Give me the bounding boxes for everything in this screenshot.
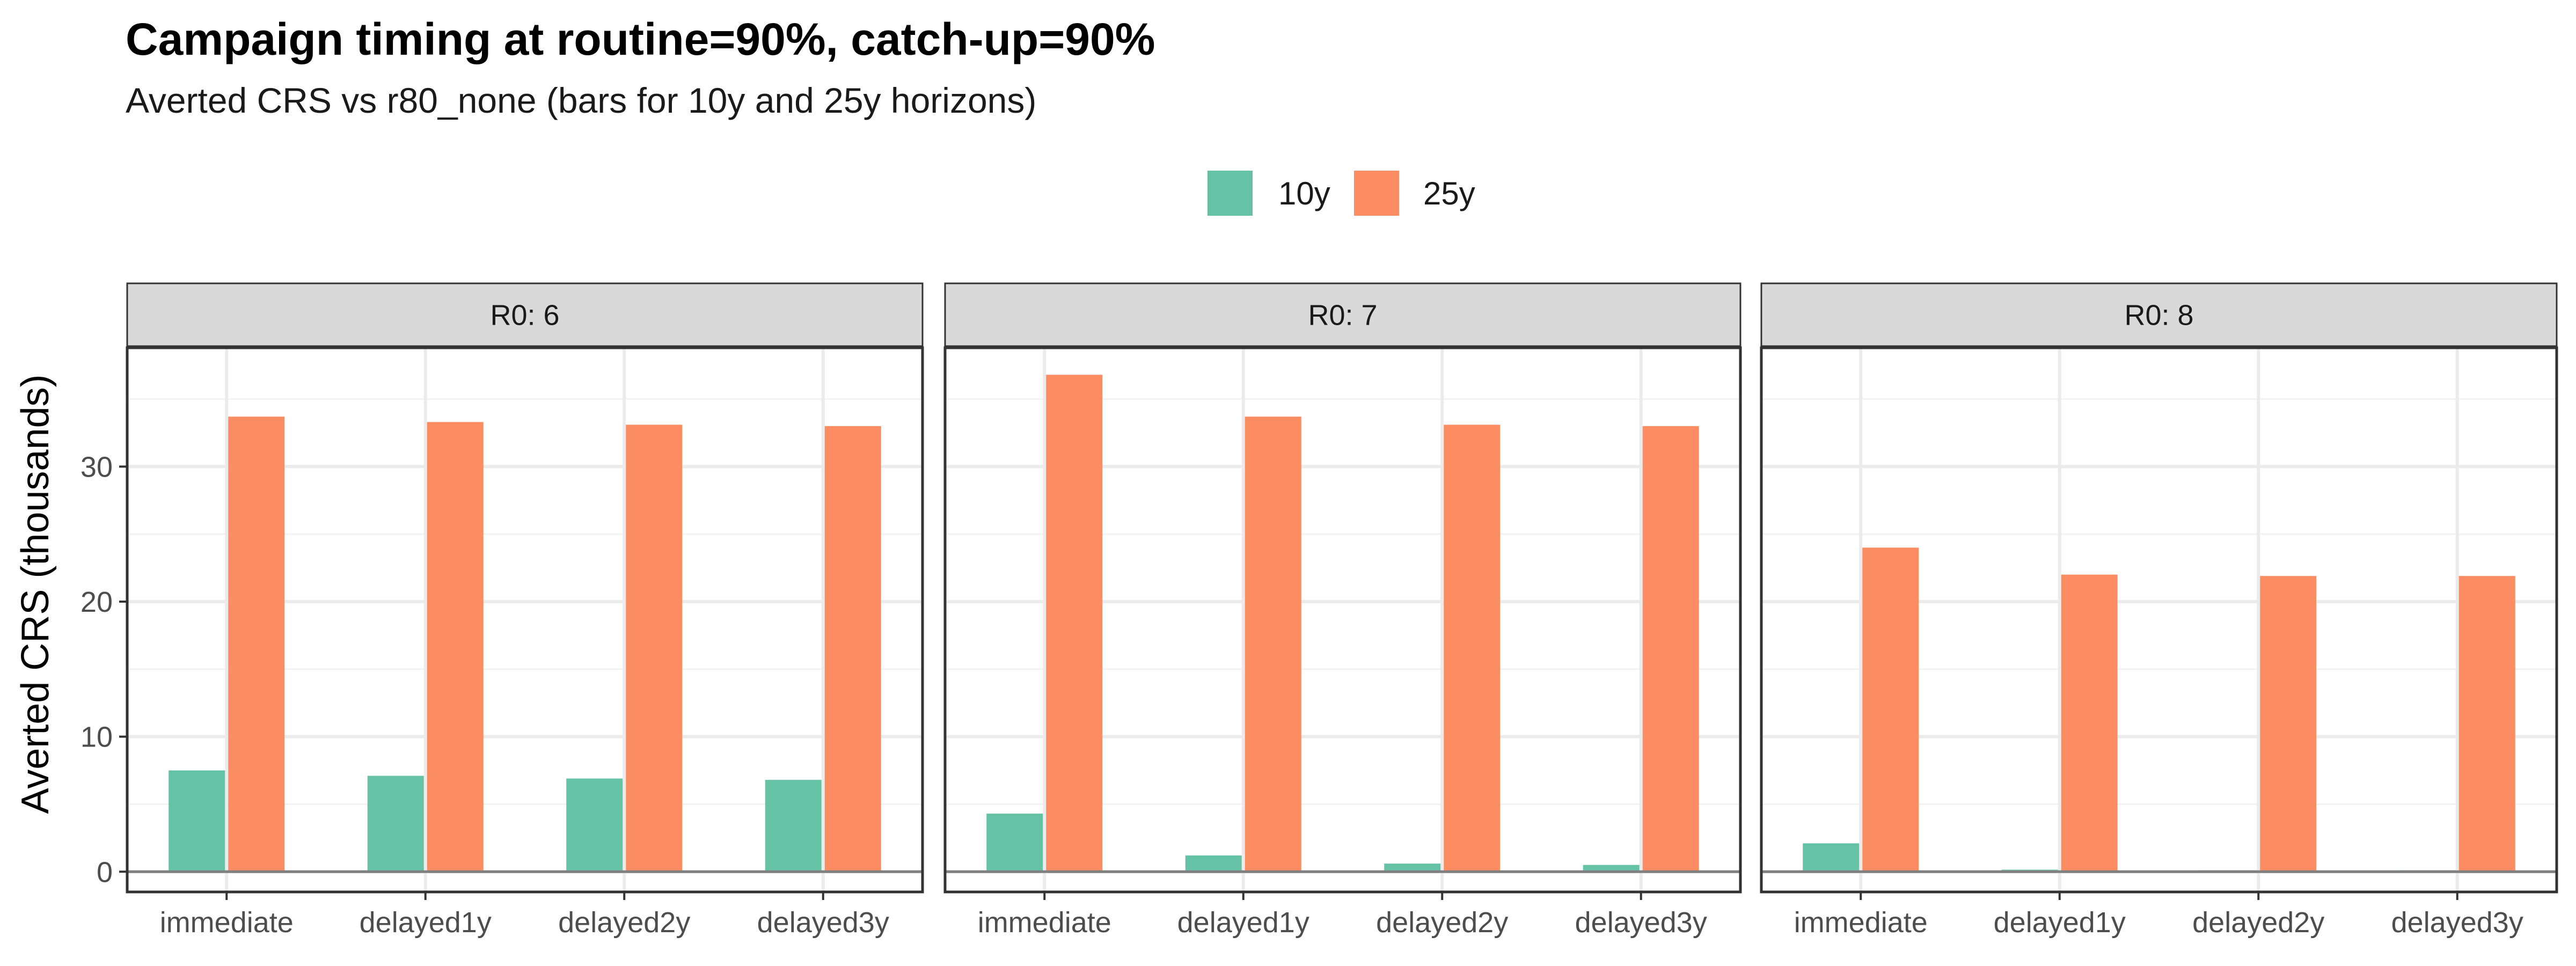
panel-border (943, 346, 1742, 894)
x-tick-label: delayed1y (1994, 906, 2126, 939)
x-tick-label: delayed3y (1575, 906, 1707, 939)
legend-label-25y: 25y (1423, 175, 1475, 211)
bar-10y (1803, 843, 1860, 872)
facet-strip-label: R0: 7 (1308, 299, 1377, 332)
x-tick-label: immediate (160, 906, 294, 939)
legend-swatch-25y (1354, 171, 1399, 216)
y-tick-label: 10 (80, 721, 113, 753)
bar-10y (1583, 865, 1640, 872)
chart-title: Campaign timing at routine=90%, catch-up… (126, 14, 1155, 64)
panel-border (126, 346, 924, 894)
bar-25y (2061, 574, 2118, 872)
x-tick-label: delayed3y (2391, 906, 2523, 939)
bar-25y (1862, 547, 1919, 872)
facet-strip (126, 282, 924, 347)
bar-25y (626, 425, 683, 872)
facet-strip-label: R0: 6 (490, 299, 559, 332)
facet-strip (1760, 282, 2558, 347)
x-tick-label: delayed1y (360, 906, 492, 939)
y-tick-label: 20 (80, 586, 113, 618)
bar-10y (566, 778, 623, 872)
x-tick-label: delayed2y (1376, 906, 1508, 939)
bar-25y (228, 416, 285, 872)
facet-panel: R0: 8 immediate delayed1y delayed2y delayed3… (1760, 282, 2558, 939)
legend-label-10y: 10y (1278, 175, 1330, 211)
y-tick-label: 30 (80, 451, 113, 483)
bar-25y (2260, 576, 2317, 872)
facet-strip (944, 282, 1741, 347)
y-tick-label: 0 (97, 856, 113, 888)
x-tick-label: immediate (1794, 906, 1928, 939)
facet-strip-label: R0: 8 (2124, 299, 2193, 332)
bar-10y (367, 775, 424, 872)
bar-10y (986, 814, 1043, 872)
bar-10y (765, 780, 822, 872)
bar-10y (1384, 863, 1441, 872)
bar-25y (824, 426, 881, 872)
bar-25y (1046, 375, 1103, 872)
bar-25y (1245, 416, 1301, 872)
bar-10y (169, 770, 225, 872)
bar-25y (1642, 426, 1699, 872)
bar-25y (1444, 425, 1501, 872)
x-tick-label: delayed1y (1177, 906, 1309, 939)
facet-panel: R0: 7 immediate delayed1y delayed2y delayed3… (943, 282, 1742, 939)
facet-panel: R0: 6 immediate delayed1y delayed2y delayed3… (80, 282, 924, 939)
chart-subtitle: Averted CRS vs r80_none (bars for 10y an… (126, 80, 1036, 120)
facet-panels: R0: 6 immediate delayed1y delayed2y delayed3… (80, 282, 2558, 939)
legend: 10y 25y (1208, 171, 1475, 216)
panel-border (1760, 346, 2558, 894)
x-tick-label: immediate (978, 906, 1111, 939)
x-tick-label: delayed2y (558, 906, 690, 939)
bar-25y (427, 422, 484, 872)
bar-10y (1185, 855, 1242, 872)
y-axis-title: Averted CRS (thousands) (14, 374, 57, 814)
bar-25y (2458, 576, 2515, 872)
x-tick-label: delayed2y (2192, 906, 2324, 939)
x-tick-label: delayed3y (757, 906, 889, 939)
legend-swatch-10y (1208, 171, 1253, 216)
